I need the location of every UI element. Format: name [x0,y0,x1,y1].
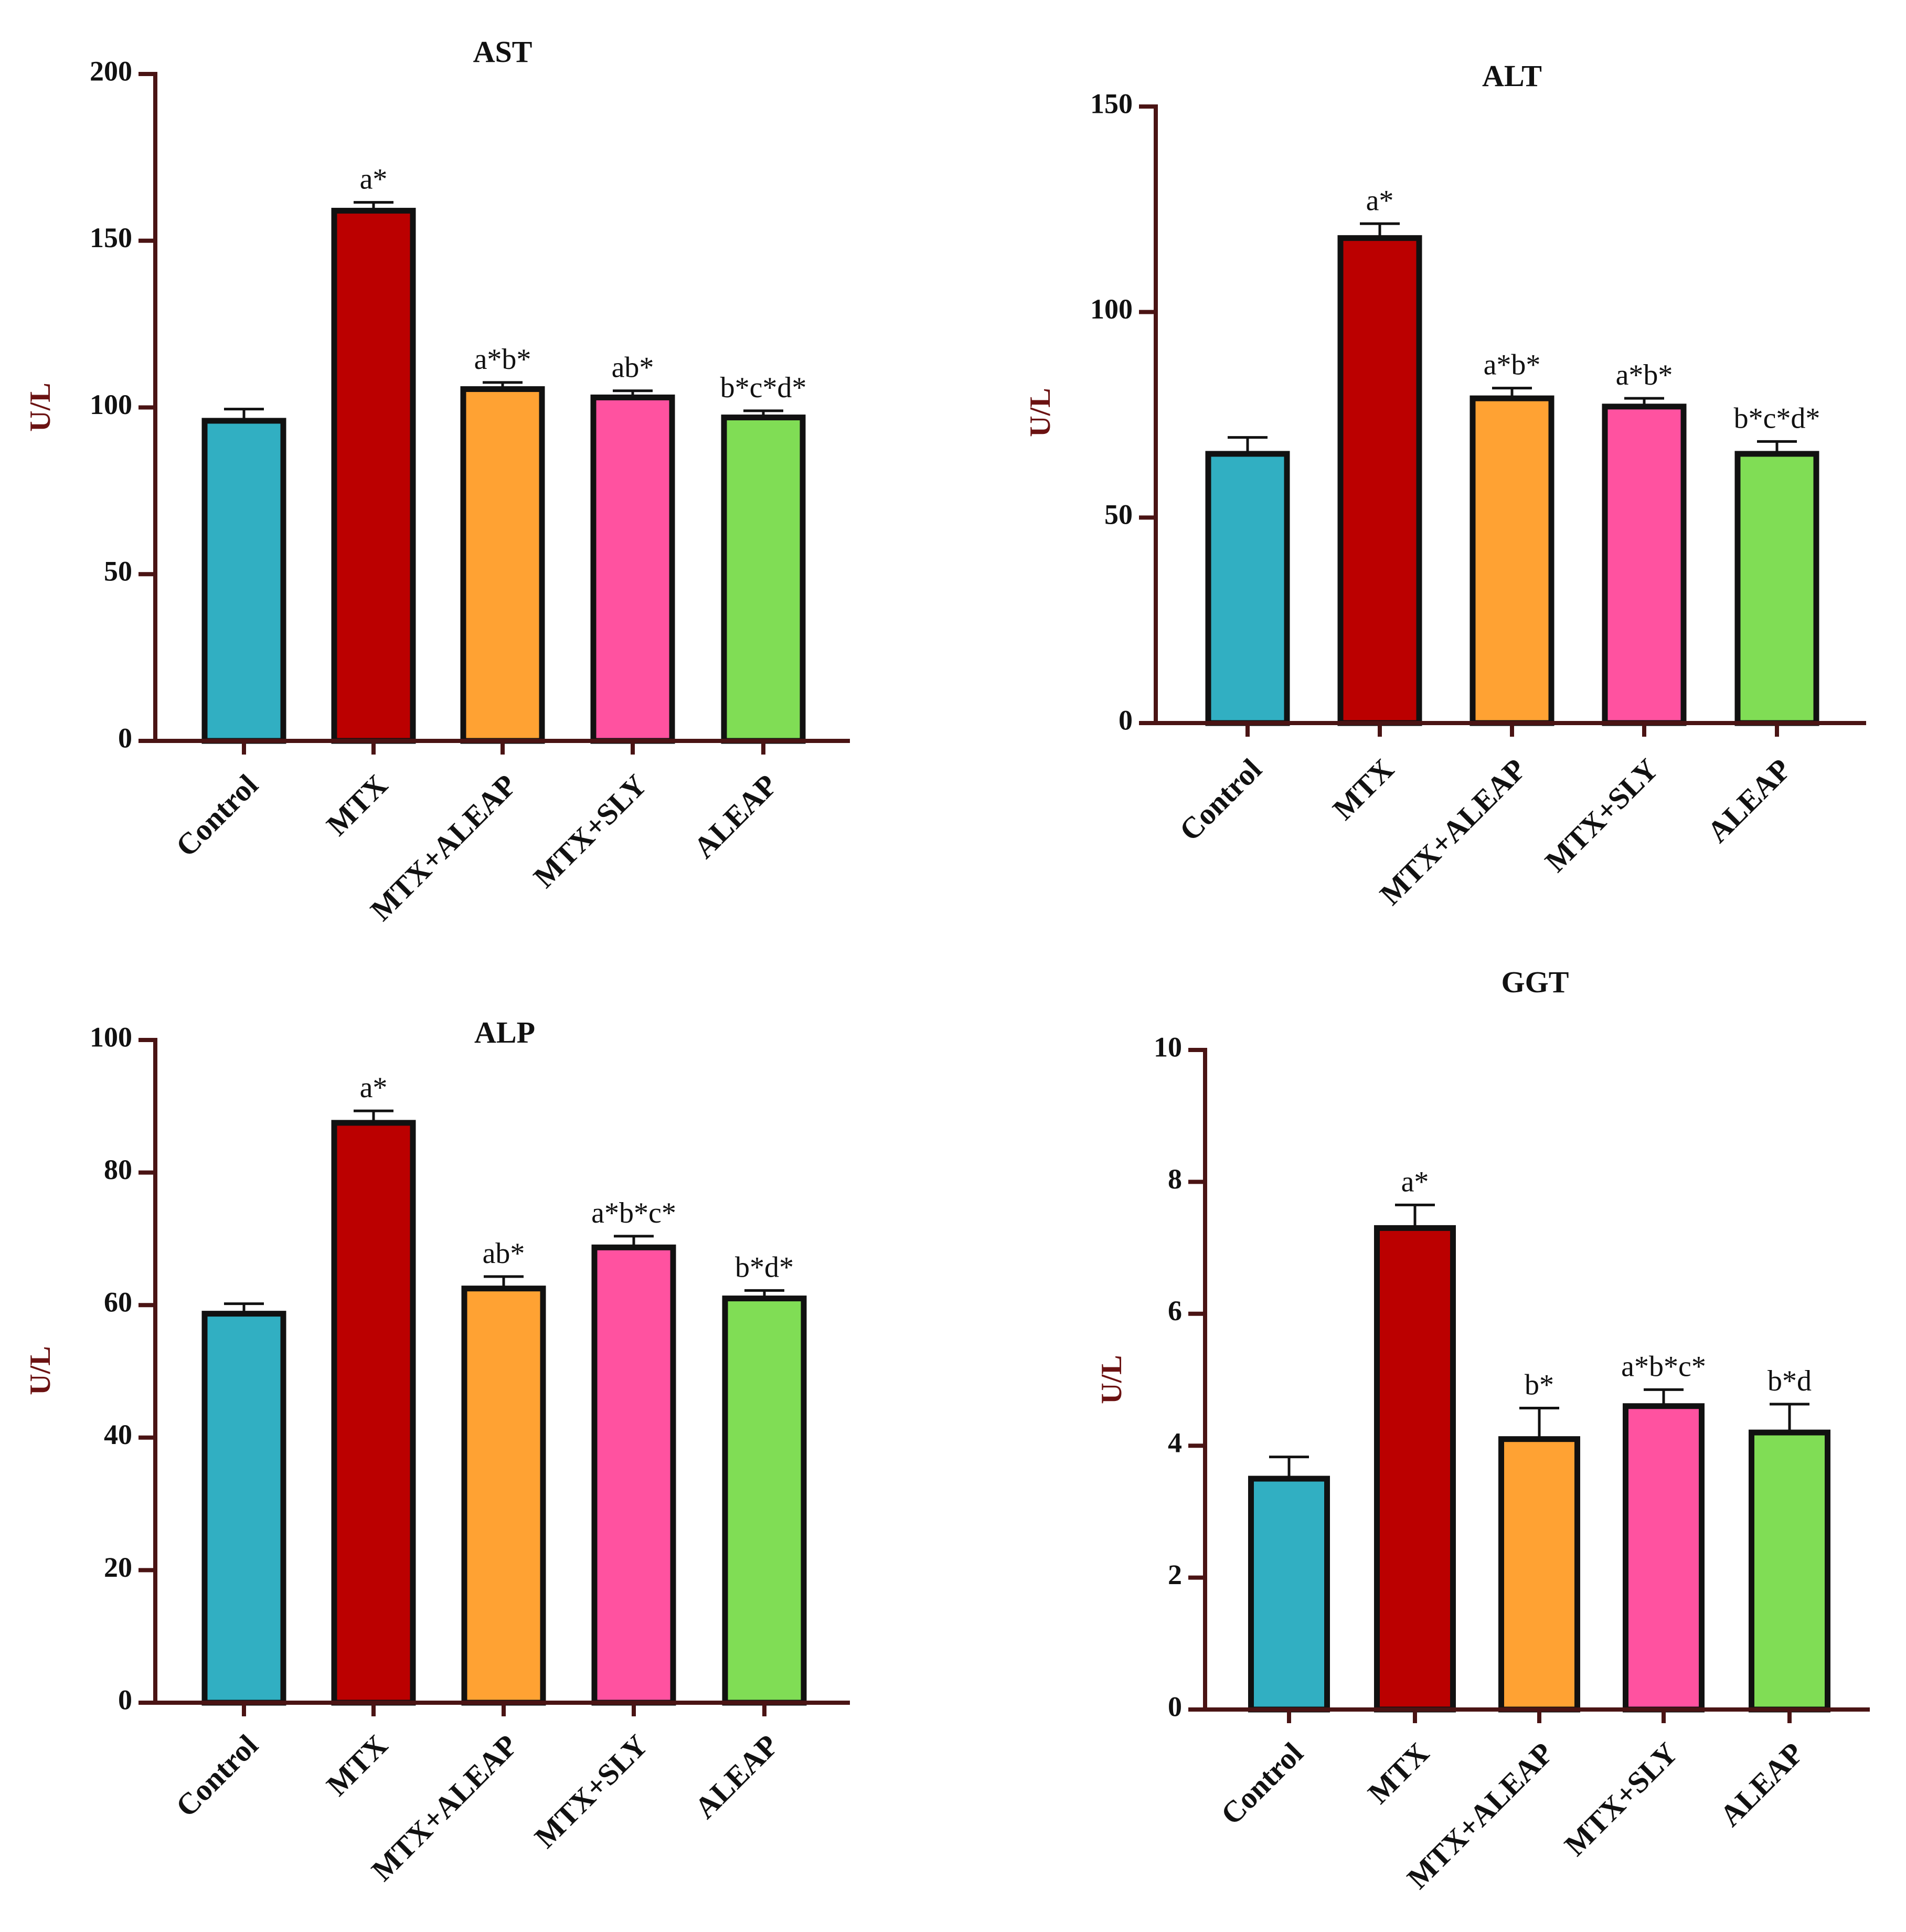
y-tick-label: 150 [1090,88,1133,119]
y-tick-label: 40 [104,1419,132,1450]
significance-label: ab* [612,352,654,384]
y-tick-label: 20 [104,1552,132,1583]
chart-ggt: GGTU/LControla*MTXb*MTX+ALEAPa*b*c*MTX+S… [1095,965,1870,1895]
x-tick-label: ALEAP [1700,752,1797,849]
bar-mtx-sly [590,394,675,744]
bar-mtx-aleap [460,386,545,744]
chart-title: ALP [474,1015,535,1049]
y-tick-label: 100 [90,1021,132,1053]
bar-aleap [722,1296,807,1706]
bar-aleap [1734,451,1819,726]
bar-mtx-aleap [1470,395,1554,726]
y-tick-label: 0 [118,722,132,753]
x-tick-label: Control [1173,752,1268,847]
chart-ast: ASTU/LControla*MTXa*b*MTX+ALEAPab*MTX+SL… [24,35,850,927]
bar-control [1248,1475,1330,1713]
x-tick-label: Control [1214,1736,1309,1831]
bar-mtx [1337,235,1422,726]
x-tick-label: Control [169,1728,264,1823]
y-tick-label: 2 [1168,1559,1182,1590]
significance-label: a* [360,1071,388,1104]
significance-label: a*b*c* [591,1197,676,1229]
chart-title: GGT [1502,965,1569,999]
x-tick-label: MTX [320,1728,395,1802]
bar-mtx [331,208,416,744]
significance-label: b*d* [735,1251,794,1283]
y-tick-label: 6 [1168,1295,1182,1326]
significance-label: b*c*d* [1734,402,1820,434]
y-tick-label: 200 [90,55,132,87]
bar-mtx [331,1120,416,1706]
y-axis-label: U/L [1095,1355,1128,1404]
y-tick-label: 8 [1168,1163,1182,1195]
bar-mtx-sly [1623,1403,1705,1713]
bar-control [1205,451,1290,726]
x-tick-label: MTX+SLY [1538,752,1665,878]
y-tick-label: 50 [104,556,132,587]
x-tick-label: MTX+SLY [527,768,653,894]
y-axis-label: U/L [24,1346,57,1395]
chart-alt: ALTU/LControla*MTXa*b*MTX+ALEAPa*b*MTX+S… [1024,59,1866,911]
bar-mtx-aleap [1498,1436,1580,1713]
significance-label: ab* [483,1237,525,1270]
bar-mtx [1374,1225,1456,1713]
x-tick-label: ALEAP [687,768,784,865]
y-tick-label: 150 [90,222,132,253]
x-tick-label: ALEAP [1713,1736,1810,1833]
y-tick-label: 60 [104,1287,132,1318]
significance-label: a*b* [474,343,531,376]
significance-label: a*b*c* [1621,1350,1706,1383]
significance-label: b*c*d* [720,371,807,404]
bar-mtx-sly [1602,404,1687,726]
x-tick-label: MTX [1361,1736,1436,1810]
y-axis-label: U/L [24,383,57,431]
y-tick-label: 0 [1119,704,1133,736]
chart-alp: ALPU/LControla*MTXab*MTX+ALEAPa*b*c*MTX+… [24,1015,850,1887]
chart-title: ALT [1482,59,1542,93]
bar-mtx-aleap [461,1286,546,1706]
x-tick-label: ALEAP [688,1728,785,1825]
bar-mtx-sly [591,1244,676,1706]
bar-control [201,1311,286,1706]
significance-label: b* [1525,1369,1554,1402]
y-tick-label: 100 [1090,293,1133,325]
y-tick-label: 100 [90,389,132,420]
y-tick-label: 0 [1168,1691,1182,1722]
y-axis-label: U/L [1024,388,1057,437]
significance-label: a*b* [1484,349,1541,381]
significance-label: a* [1366,184,1394,217]
significance-label: a* [360,163,388,196]
y-tick-label: 0 [118,1684,132,1715]
x-tick-label: Control [169,768,264,863]
significance-label: b*d [1767,1365,1812,1397]
significance-label: a*b* [1616,359,1673,391]
y-tick-label: 10 [1154,1031,1182,1063]
x-tick-label: MTX [1326,752,1401,826]
bar-control [201,418,286,744]
bar-aleap [1749,1429,1830,1713]
y-tick-label: 80 [104,1154,132,1185]
chart-title: AST [473,35,533,69]
x-tick-label: MTX+SLY [528,1728,654,1854]
bar-aleap [721,415,806,744]
y-tick-label: 4 [1168,1427,1182,1459]
y-tick-label: 50 [1104,499,1133,530]
significance-label: a* [1401,1165,1429,1198]
x-tick-label: MTX+SLY [1558,1736,1684,1862]
x-tick-label: MTX [320,768,395,842]
